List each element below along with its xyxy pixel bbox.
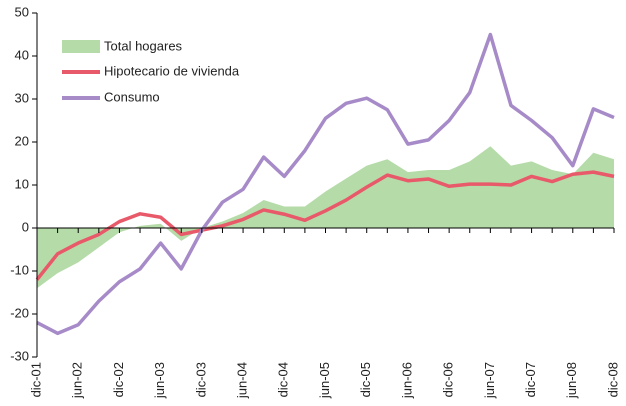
x-tick-label: dic-07 [523, 362, 538, 397]
x-tick-label: dic-06 [441, 362, 456, 397]
x-tick-label: dic-08 [605, 362, 620, 397]
x-tick-label: dic-03 [193, 362, 208, 397]
legend-swatch [62, 40, 100, 53]
area [37, 146, 614, 289]
y-tick-label: 30 [15, 90, 29, 105]
y-tick-label: 10 [15, 176, 29, 191]
line [36, 32, 615, 336]
y-tick-label: -10 [10, 262, 29, 277]
y-tick-label: -20 [10, 305, 29, 320]
y-tick-label: 50 [15, 4, 29, 19]
x-tick-label: dic-05 [358, 362, 373, 397]
x-tick-label: jun-08 [564, 362, 579, 399]
x-tick-label: jun-06 [399, 362, 414, 399]
legend-label: Hipotecario de vivienda [104, 63, 240, 78]
x-tick-label: jun-03 [152, 362, 167, 399]
y-tick-label: 0 [22, 219, 29, 234]
y-tick-label: 20 [15, 133, 29, 148]
y-tick-label: -30 [10, 348, 29, 363]
x-tick-label: jun-07 [482, 362, 497, 399]
legend-label: Total hogares [104, 38, 183, 53]
x-tick-label: dic-02 [111, 362, 126, 397]
legend-label: Consumo [104, 89, 160, 104]
legend: Total hogares Hipotecario de vivienda Co… [62, 38, 240, 104]
x-tick-label: jun-02 [70, 362, 85, 399]
x-tick-label: jun-05 [317, 362, 332, 399]
x-tick-label: dic-04 [276, 362, 291, 397]
x-tick-label: dic-01 [28, 362, 43, 397]
y-tick-label: 40 [15, 47, 29, 62]
line [35, 170, 615, 281]
x-tick-label: jun-04 [235, 362, 250, 399]
